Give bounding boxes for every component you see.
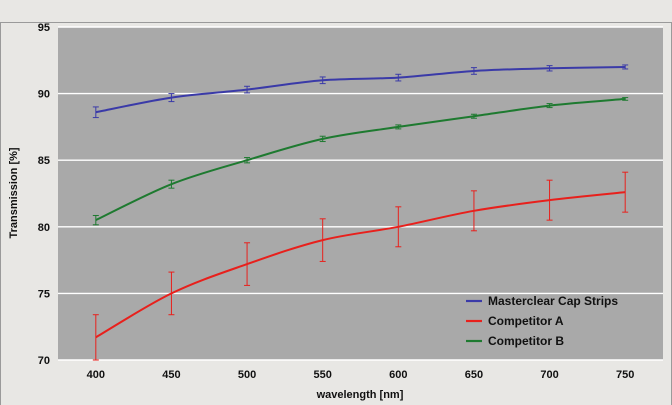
x-tick-label: 750 bbox=[616, 369, 634, 381]
series-2 bbox=[92, 171, 629, 361]
x-tick-label: 600 bbox=[389, 369, 407, 381]
y-tick-label: 75 bbox=[38, 288, 50, 300]
y-axis-label: Transmission [%] bbox=[8, 147, 20, 238]
series-line bbox=[95, 97, 626, 222]
x-tick-label: 650 bbox=[465, 369, 483, 381]
legend-label: Competitor B bbox=[488, 334, 564, 348]
plot-area bbox=[58, 27, 663, 360]
x-tick-label: 400 bbox=[87, 369, 105, 381]
y-tick-label: 70 bbox=[38, 355, 50, 367]
series-3 bbox=[92, 97, 629, 226]
x-tick-label: 550 bbox=[314, 369, 332, 381]
y-tick-labels: 70 75 80 85 90 95 bbox=[38, 22, 50, 367]
legend-item: Competitor A bbox=[466, 314, 564, 328]
series-line bbox=[95, 191, 626, 339]
y-tick-label: 95 bbox=[38, 22, 50, 34]
x-tick-label: 450 bbox=[162, 369, 180, 381]
legend-label: Competitor A bbox=[488, 314, 564, 328]
legend-item: Masterclear Cap Strips bbox=[466, 294, 618, 308]
legend-item: Competitor B bbox=[466, 334, 564, 348]
y-tick-label: 85 bbox=[38, 155, 50, 167]
legend-label: Masterclear Cap Strips bbox=[488, 294, 618, 308]
x-tick-label: 700 bbox=[540, 369, 558, 381]
series-line bbox=[95, 65, 626, 114]
y-tick-label: 80 bbox=[38, 222, 50, 234]
gridlines bbox=[58, 26, 663, 361]
legend: Masterclear Cap Strips Competitor A Compet… bbox=[466, 294, 618, 348]
y-tick-label: 90 bbox=[38, 89, 50, 101]
series-1 bbox=[92, 64, 629, 119]
x-tick-label: 500 bbox=[238, 369, 256, 381]
x-axis-label: wavelength [nm] bbox=[316, 389, 404, 401]
data-series bbox=[92, 64, 629, 361]
x-tick-labels: 400 450 500 550 600 650 700 750 bbox=[87, 369, 635, 381]
